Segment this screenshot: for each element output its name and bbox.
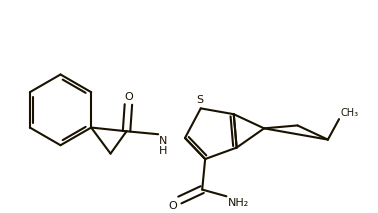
Text: O: O: [124, 92, 133, 102]
Text: O: O: [168, 201, 177, 212]
Text: S: S: [196, 95, 203, 105]
Text: NH₂: NH₂: [228, 198, 249, 208]
Text: N
H: N H: [159, 136, 168, 156]
Text: CH₃: CH₃: [341, 108, 359, 118]
